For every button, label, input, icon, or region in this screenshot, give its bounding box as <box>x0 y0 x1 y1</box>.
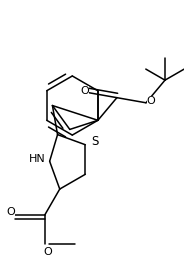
Text: HN: HN <box>28 154 45 164</box>
Text: O: O <box>6 207 15 217</box>
Text: O: O <box>147 96 155 106</box>
Text: S: S <box>92 135 99 148</box>
Text: O: O <box>43 247 52 257</box>
Text: O: O <box>80 86 89 95</box>
